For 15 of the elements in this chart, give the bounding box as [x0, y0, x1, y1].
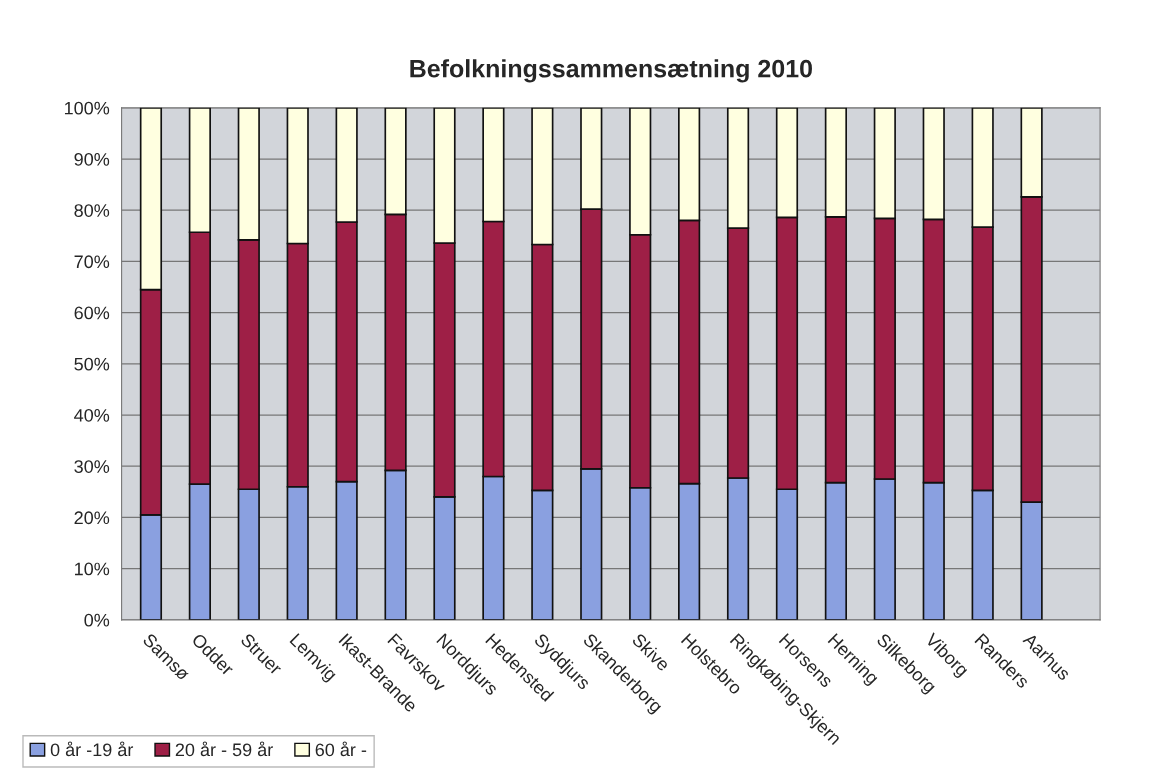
y-tick-label: 40% [74, 408, 110, 422]
y-tick-label: 10% [75, 562, 110, 576]
y-tick-label: 0% [84, 613, 110, 627]
y-tick-label: 80% [74, 204, 110, 217]
legend-label: 20 år - 59 år [175, 741, 273, 757]
legend-label: 60 år - [315, 741, 367, 757]
y-tick-label: 70% [74, 255, 110, 269]
y-tick-label: 90% [74, 152, 110, 166]
chart-title: Befolkningssammensætning 2010 [410, 59, 812, 83]
y-tick-label: 30% [74, 460, 110, 473]
y-tick-label: 20% [74, 511, 110, 525]
y-tick-label: 50% [74, 357, 110, 371]
y-tick-label: 60% [74, 306, 110, 320]
y-tick-label: 100% [64, 101, 110, 115]
legend-label: 0 år -19 år [50, 741, 134, 757]
